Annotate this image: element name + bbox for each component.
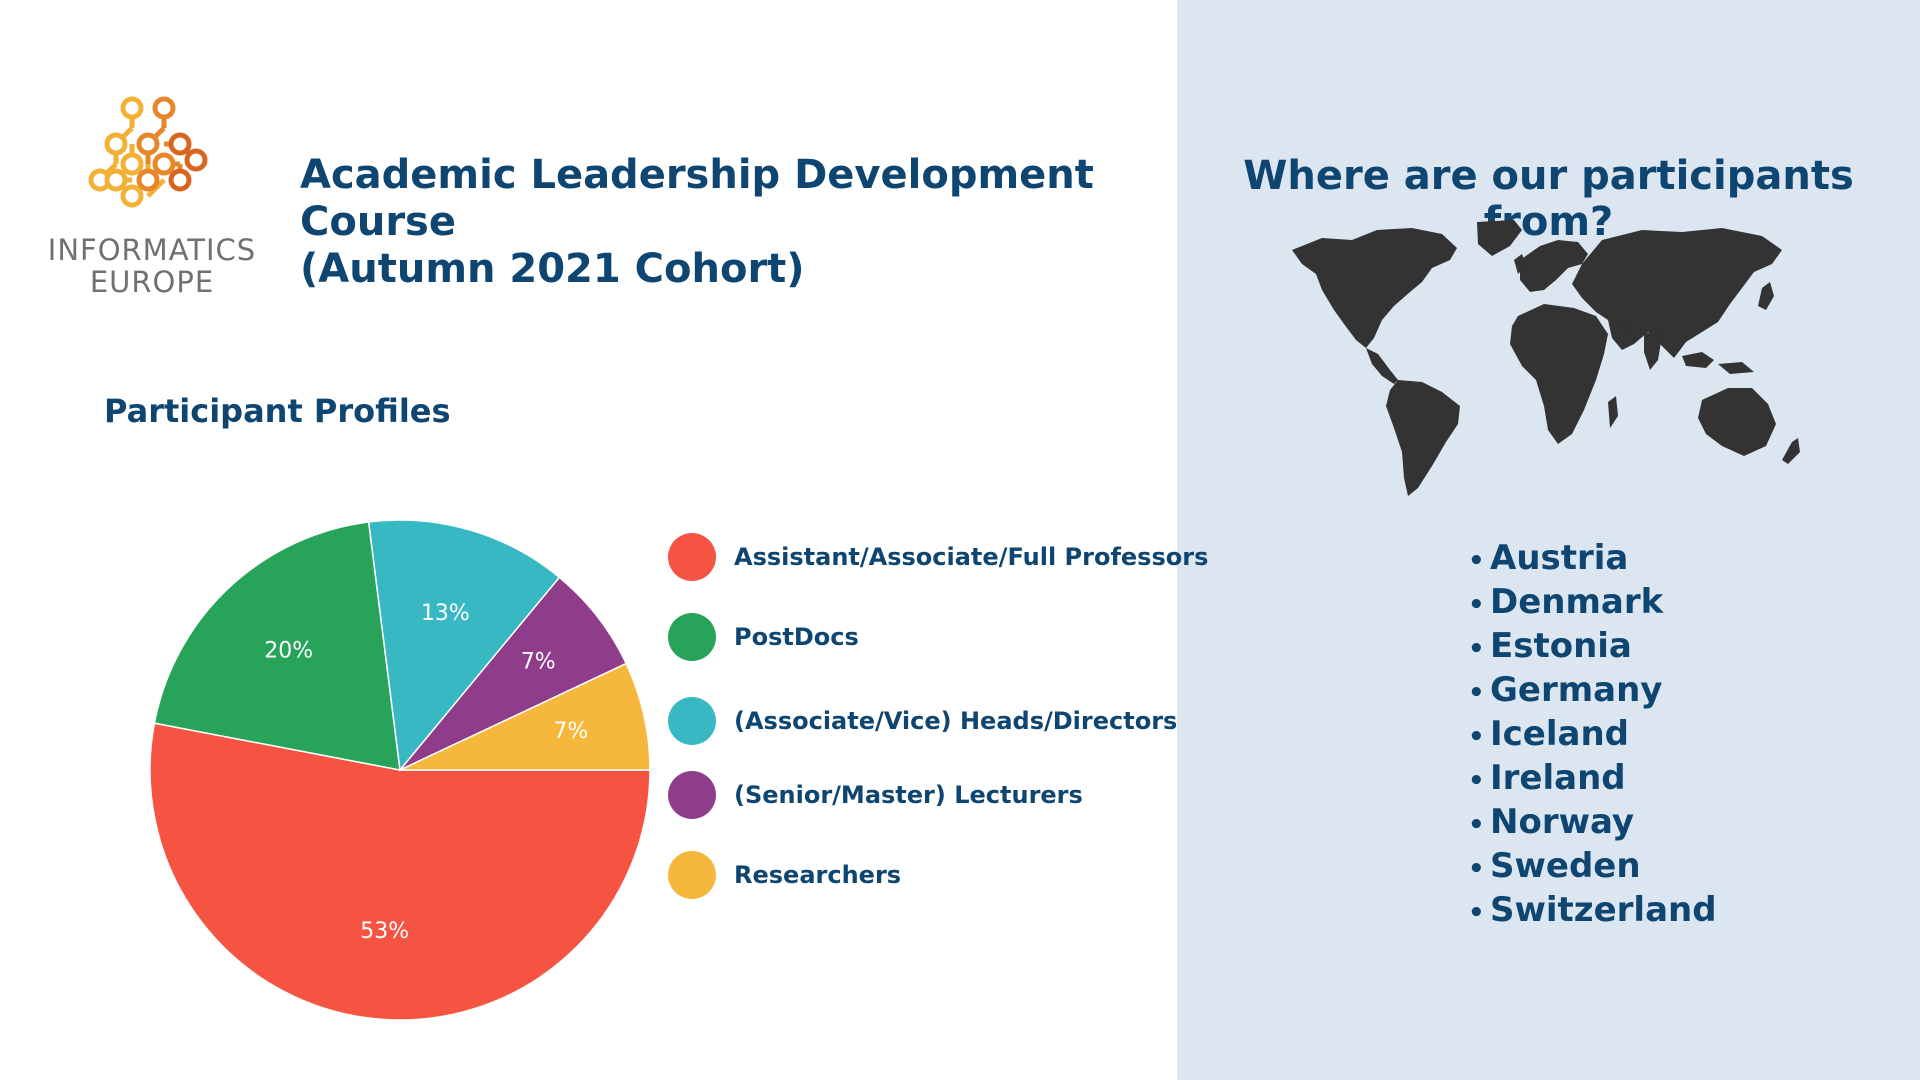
bullet-icon: •: [1468, 766, 1485, 796]
pie-slice-label: 20%: [264, 639, 313, 664]
network-nodes-icon: [88, 96, 208, 208]
pie-slice: [399, 662, 651, 771]
legend-label: PostDocs: [734, 623, 859, 651]
legend-swatch: [668, 697, 716, 745]
pie-slice-label: 7%: [521, 650, 556, 675]
legend-label: Researchers: [734, 861, 902, 889]
country-name: Denmark: [1490, 582, 1664, 622]
bullet-icon: •: [1468, 854, 1485, 884]
bullet-icon: •: [1468, 590, 1485, 620]
bullet-icon: •: [1468, 898, 1485, 928]
bullet-icon: •: [1468, 678, 1485, 708]
country-list-item: • Norway: [1468, 802, 1717, 846]
logo-text-informatics: INFORMATICS: [47, 233, 257, 267]
pie-slice: [367, 519, 561, 772]
country-list-item: • Denmark: [1468, 582, 1717, 626]
country-list-item: • Switzerland: [1468, 890, 1717, 934]
country-list-item: • Ireland: [1468, 758, 1717, 802]
participant-profiles-title: Participant Profiles: [104, 392, 451, 430]
country-list-item: • Estonia: [1468, 626, 1717, 670]
country-list-item: • Iceland: [1468, 714, 1717, 758]
right-panel: [1177, 0, 1920, 1080]
country-name: Switzerland: [1490, 890, 1717, 930]
country-name: Germany: [1490, 670, 1663, 710]
pie-slice: [399, 576, 628, 771]
legend-item: (Senior/Master) Lecturers: [668, 770, 1083, 820]
legend-item: (Associate/Vice) Heads/Directors: [668, 696, 1177, 746]
country-list-item: • Austria: [1468, 538, 1717, 582]
country-list-item: • Germany: [1468, 670, 1717, 714]
page-title-line-1: Academic Leadership Development Course: [300, 152, 1094, 245]
country-name: Sweden: [1490, 846, 1641, 886]
legend-swatch: [668, 771, 716, 819]
legend-label: Assistant/Associate/Full Professors: [734, 543, 1209, 571]
country-list-item: • Sweden: [1468, 846, 1717, 890]
world-map-icon: [1292, 220, 1800, 496]
legend-label: (Associate/Vice) Heads/Directors: [734, 707, 1178, 735]
legend-item: PostDocs: [668, 612, 859, 662]
country-name: Norway: [1490, 802, 1635, 842]
bullet-icon: •: [1468, 810, 1485, 840]
page-title: Academic Leadership Development Course (…: [300, 152, 1160, 293]
legend-swatch: [668, 613, 716, 661]
legend-item: Assistant/Associate/Full Professors: [668, 532, 1208, 582]
pie-slice-label: 7%: [553, 719, 588, 744]
bullet-icon: •: [1468, 634, 1485, 664]
country-name: Iceland: [1490, 714, 1630, 754]
legend-label: (Senior/Master) Lecturers: [734, 781, 1083, 809]
country-name: Estonia: [1490, 626, 1632, 666]
country-name: Austria: [1490, 538, 1629, 578]
participant-profiles-pie-chart: 53% 20% 13% 7% 7%: [149, 519, 651, 1021]
bullet-icon: •: [1468, 722, 1485, 752]
country-name: Ireland: [1490, 758, 1626, 798]
pie-slice-label: 13%: [421, 601, 470, 626]
legend-item: Researchers: [668, 850, 901, 900]
bullet-icon: •: [1468, 546, 1485, 576]
country-list: • Austria • Denmark • Estonia • Germany • Iceland…: [1468, 538, 1717, 934]
pie-slice: [149, 722, 651, 1021]
page-title-line-2: (Autumn 2021 Cohort): [300, 246, 805, 292]
pie-slice: [153, 521, 401, 771]
legend-swatch: [668, 851, 716, 899]
legend-swatch: [668, 533, 716, 581]
informatics-europe-logo: INFORMATICS EUROPE: [36, 92, 268, 302]
pie-slice-label: 53%: [360, 919, 409, 944]
logo-text-europe: EUROPE: [89, 265, 215, 299]
